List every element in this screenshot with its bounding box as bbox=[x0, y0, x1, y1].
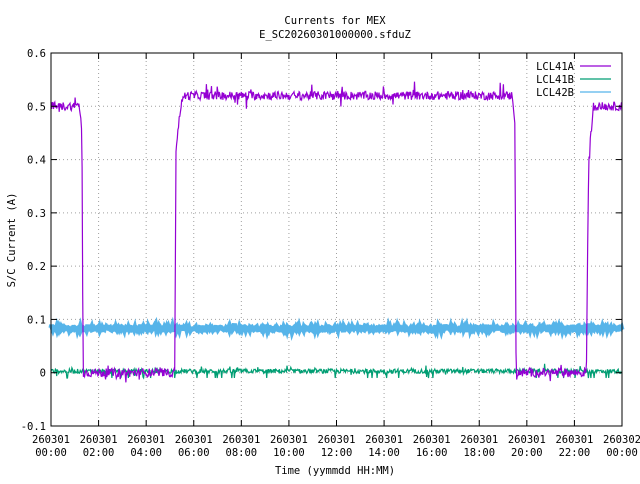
x-tick-label-date: 260301 bbox=[32, 434, 70, 446]
series-line-lcl41a bbox=[50, 81, 623, 383]
x-tick-label-date: 260301 bbox=[460, 434, 498, 446]
x-tick-label-date: 260301 bbox=[80, 434, 118, 446]
x-tick-label-date: 260301 bbox=[270, 434, 308, 446]
x-tick-label-time: 02:00 bbox=[83, 447, 115, 459]
y-tick-label: 0.5 bbox=[27, 101, 46, 113]
x-tick-label-date: 260301 bbox=[508, 434, 546, 446]
x-tick-label-date: 260302 bbox=[603, 434, 640, 446]
y-tick-label: 0.6 bbox=[27, 48, 46, 60]
series-line-lcl42b bbox=[48, 316, 625, 342]
y-tick-label: 0.4 bbox=[27, 155, 46, 167]
x-tick-label-date: 260301 bbox=[127, 434, 165, 446]
x-tick-label-time: 10:00 bbox=[273, 447, 305, 459]
x-tick-label-time: 00:00 bbox=[606, 447, 638, 459]
x-tick-label-time: 08:00 bbox=[226, 447, 258, 459]
y-axis: -0.1 0 0.1 0.2 0.3 0.4 0.5 0.6 bbox=[21, 48, 622, 433]
x-tick-label-time: 12:00 bbox=[321, 447, 353, 459]
y-tick-label: 0.1 bbox=[27, 314, 46, 326]
chart-title: Currents for MEX bbox=[284, 15, 386, 27]
x-tick-label-date: 260301 bbox=[175, 434, 213, 446]
x-axis-label: Time (yymmdd HH:MM) bbox=[275, 465, 395, 477]
x-tick-label-date: 260301 bbox=[318, 434, 356, 446]
series-layer bbox=[48, 81, 625, 383]
x-tick-label-date: 260301 bbox=[555, 434, 593, 446]
x-tick-label-time: 06:00 bbox=[178, 447, 210, 459]
x-tick-label-time: 16:00 bbox=[416, 447, 448, 459]
x-tick-label-time: 18:00 bbox=[463, 447, 495, 459]
x-tick-label-date: 260301 bbox=[222, 434, 260, 446]
x-tick-label-date: 260301 bbox=[365, 434, 403, 446]
x-tick-label-time: 22:00 bbox=[559, 447, 591, 459]
legend-label: LCL41B bbox=[536, 74, 574, 86]
x-tick-label-date: 260301 bbox=[413, 434, 451, 446]
x-tick-label-time: 20:00 bbox=[511, 447, 543, 459]
y-tick-label: 0 bbox=[40, 368, 46, 380]
y-tick-label: 0.3 bbox=[27, 208, 46, 220]
legend-label: LCL42B bbox=[536, 87, 574, 99]
y-tick-label: -0.1 bbox=[21, 421, 46, 433]
x-tick-label-time: 04:00 bbox=[130, 447, 162, 459]
x-tick-label-time: 00:00 bbox=[35, 447, 67, 459]
chart-subtitle: E_SC20260301000000.sfduZ bbox=[259, 29, 411, 41]
y-axis-label: S/C Current (A) bbox=[6, 193, 18, 288]
y-tick-label: 0.2 bbox=[27, 261, 46, 273]
x-tick-label-time: 14:00 bbox=[368, 447, 400, 459]
legend-label: LCL41A bbox=[536, 61, 575, 73]
x-axis: 26030100:0026030102:0026030104:002603010… bbox=[32, 53, 640, 459]
